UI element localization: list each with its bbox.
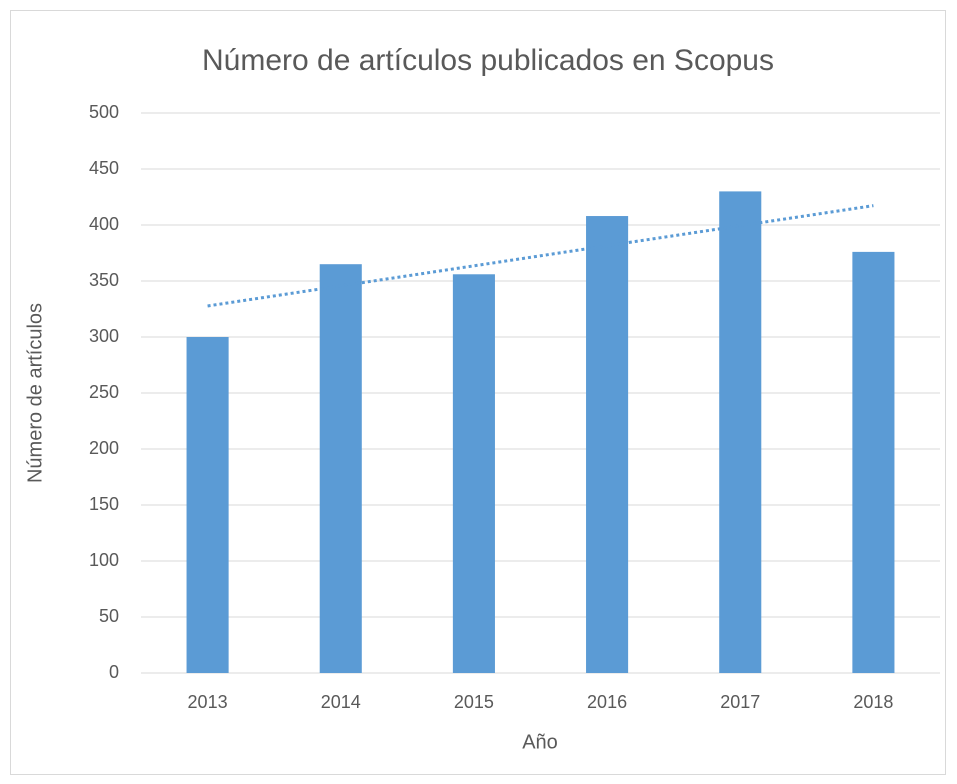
- trendline: [207, 204, 874, 308]
- y-tick-label: 300: [89, 326, 119, 346]
- x-tick-label: 2017: [720, 692, 760, 712]
- y-tick-label: 450: [89, 158, 119, 178]
- x-tick-label: 2014: [321, 692, 361, 712]
- y-tick-label: 500: [89, 102, 119, 122]
- x-tick-label: 2015: [454, 692, 494, 712]
- x-tick-label: 2016: [587, 692, 627, 712]
- x-tick-label: 2013: [188, 692, 228, 712]
- y-tick-label: 100: [89, 550, 119, 570]
- bar: [586, 216, 629, 674]
- y-tick-label: 50: [99, 606, 119, 626]
- y-axis-label: Número de artículos: [24, 303, 46, 483]
- y-tick-label: 150: [89, 494, 119, 514]
- x-axis-label: Año: [522, 731, 558, 753]
- y-tick-label: 350: [89, 270, 119, 290]
- bar: [719, 191, 762, 673]
- y-tick-label: 200: [89, 438, 119, 458]
- y-tick-label: 400: [89, 214, 119, 234]
- bar: [186, 337, 229, 673]
- bar: [319, 264, 362, 673]
- y-tick-label: 0: [109, 662, 119, 682]
- bar: [852, 251, 895, 673]
- y-tick-label: 250: [89, 382, 119, 402]
- chart-title: Número de artículos publicados en Scopus: [202, 44, 774, 77]
- x-tick-label: 2018: [853, 692, 893, 712]
- bar: [452, 274, 495, 673]
